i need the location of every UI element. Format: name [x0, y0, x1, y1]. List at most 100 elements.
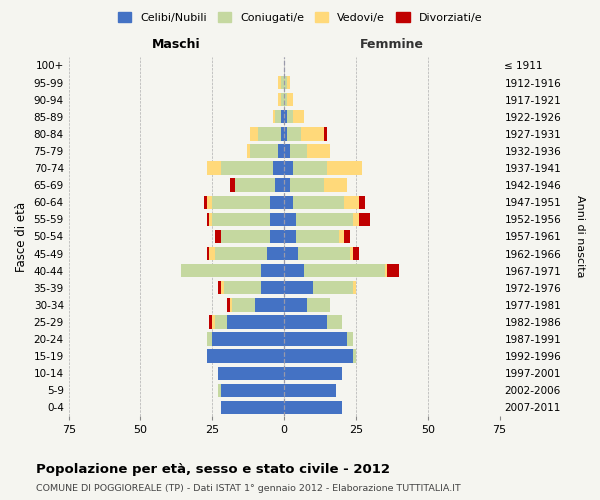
Bar: [290, 178, 324, 192]
Bar: [270, 196, 284, 209]
Bar: [212, 212, 270, 226]
Text: COMUNE DI POGGIOREALE (TP) - Dati ISTAT 1° gennaio 2012 - Elaborazione TUTTITALI: COMUNE DI POGGIOREALE (TP) - Dati ISTAT …: [36, 484, 461, 493]
Bar: [284, 110, 287, 124]
Bar: [327, 162, 362, 174]
Bar: [284, 178, 290, 192]
Bar: [278, 93, 281, 106]
Bar: [344, 230, 350, 243]
Bar: [215, 316, 227, 328]
Bar: [353, 247, 359, 260]
Bar: [284, 281, 313, 294]
Bar: [215, 230, 221, 243]
Bar: [287, 110, 293, 124]
Bar: [218, 384, 221, 397]
Bar: [250, 127, 258, 140]
Text: Femmine: Femmine: [360, 38, 424, 51]
Bar: [272, 110, 275, 124]
Bar: [284, 350, 353, 363]
Bar: [261, 264, 284, 278]
Bar: [347, 332, 353, 345]
Bar: [278, 76, 281, 89]
Bar: [275, 178, 284, 192]
Bar: [212, 316, 215, 328]
Bar: [284, 230, 296, 243]
Bar: [261, 281, 284, 294]
Bar: [284, 76, 287, 89]
Bar: [284, 127, 287, 140]
Bar: [327, 316, 341, 328]
Bar: [206, 332, 212, 345]
Bar: [227, 298, 230, 312]
Bar: [290, 144, 307, 158]
Bar: [206, 350, 284, 363]
Bar: [258, 127, 281, 140]
Bar: [284, 264, 304, 278]
Text: Popolazione per età, sesso e stato civile - 2012: Popolazione per età, sesso e stato civil…: [36, 462, 390, 475]
Bar: [267, 247, 284, 260]
Text: Maschi: Maschi: [152, 38, 200, 51]
Bar: [353, 350, 356, 363]
Bar: [247, 144, 250, 158]
Bar: [221, 230, 270, 243]
Bar: [227, 316, 284, 328]
Bar: [284, 162, 293, 174]
Bar: [221, 384, 284, 397]
Bar: [209, 247, 215, 260]
Bar: [270, 212, 284, 226]
Bar: [212, 332, 284, 345]
Bar: [284, 212, 296, 226]
Bar: [307, 144, 330, 158]
Bar: [284, 144, 290, 158]
Bar: [221, 401, 284, 414]
Bar: [284, 366, 341, 380]
Bar: [293, 110, 304, 124]
Bar: [307, 298, 330, 312]
Legend: Celibi/Nubili, Coniugati/e, Vedovi/e, Divorziati/e: Celibi/Nubili, Coniugati/e, Vedovi/e, Di…: [113, 8, 487, 28]
Bar: [284, 298, 307, 312]
Bar: [206, 196, 212, 209]
Bar: [338, 230, 344, 243]
Bar: [344, 196, 359, 209]
Bar: [350, 247, 353, 260]
Bar: [385, 264, 388, 278]
Bar: [284, 384, 336, 397]
Bar: [209, 316, 212, 328]
Bar: [284, 316, 327, 328]
Bar: [218, 281, 221, 294]
Bar: [232, 298, 256, 312]
Bar: [304, 264, 385, 278]
Bar: [353, 212, 359, 226]
Bar: [230, 178, 235, 192]
Bar: [278, 144, 284, 158]
Bar: [284, 247, 298, 260]
Bar: [221, 162, 272, 174]
Bar: [215, 247, 267, 260]
Bar: [281, 110, 284, 124]
Bar: [235, 178, 275, 192]
Bar: [281, 76, 284, 89]
Bar: [221, 281, 224, 294]
Bar: [388, 264, 399, 278]
Bar: [281, 93, 284, 106]
Bar: [284, 196, 293, 209]
Bar: [275, 110, 281, 124]
Bar: [313, 281, 353, 294]
Bar: [270, 230, 284, 243]
Bar: [296, 230, 338, 243]
Y-axis label: Anni di nascita: Anni di nascita: [575, 195, 585, 278]
Bar: [301, 127, 324, 140]
Bar: [287, 76, 290, 89]
Bar: [203, 196, 206, 209]
Bar: [324, 178, 347, 192]
Bar: [359, 212, 370, 226]
Bar: [206, 212, 209, 226]
Bar: [284, 401, 341, 414]
Bar: [298, 247, 350, 260]
Bar: [209, 212, 212, 226]
Bar: [359, 196, 365, 209]
Bar: [256, 298, 284, 312]
Bar: [218, 366, 284, 380]
Bar: [212, 196, 270, 209]
Bar: [272, 162, 284, 174]
Bar: [287, 93, 293, 106]
